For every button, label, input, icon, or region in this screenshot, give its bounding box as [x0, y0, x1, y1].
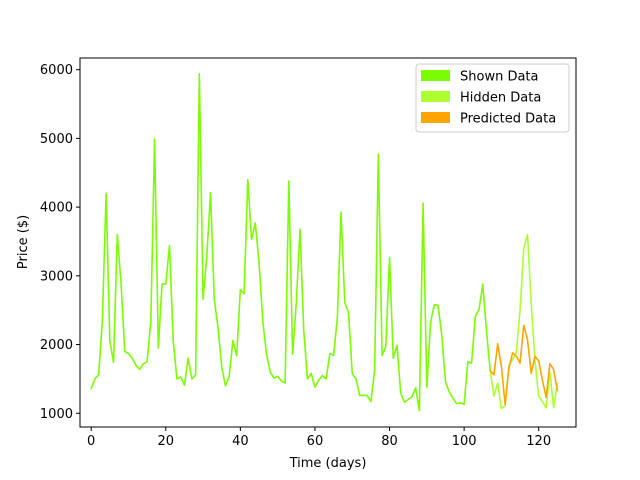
y-axis-label: Price ($) [16, 215, 31, 269]
y-tick-label: 2000 [40, 338, 73, 353]
x-tick-label: 40 [232, 434, 249, 449]
y-tick-label: 3000 [40, 269, 73, 284]
series-layer [90, 73, 559, 412]
y-axis-ticks: 1000 2000 3000 4000 5000 6000 [40, 63, 80, 422]
legend-swatch [421, 70, 450, 81]
legend: Shown Data Hidden Data Predicted Data [415, 63, 570, 133]
legend-swatch [421, 91, 450, 102]
y-tick-label: 6000 [40, 63, 73, 78]
legend-box [415, 63, 570, 133]
y-tick-label: 5000 [40, 132, 73, 147]
y-tick-label: 4000 [40, 201, 73, 216]
series-line-shown-data [90, 73, 492, 412]
plot-frame [79, 57, 577, 428]
legend-label: Predicted Data [460, 112, 556, 127]
x-tick-label: 80 [381, 434, 398, 449]
x-tick-label: 20 [158, 434, 175, 449]
x-tick-label: 120 [526, 434, 551, 449]
x-axis-label: Time (days) [289, 456, 367, 471]
series-line-predicted-data [489, 324, 559, 406]
x-tick-label: 100 [452, 434, 477, 449]
legend-label: Shown Data [460, 70, 539, 85]
x-axis-ticks: 0 20 40 60 80 100 120 [87, 427, 551, 449]
series-line-hidden-data [489, 233, 559, 410]
x-tick-label: 0 [87, 434, 95, 449]
x-tick-label: 60 [307, 434, 324, 449]
legend-label: Hidden Data [460, 91, 541, 106]
legend-swatch [421, 112, 450, 123]
y-tick-label: 1000 [40, 407, 73, 422]
